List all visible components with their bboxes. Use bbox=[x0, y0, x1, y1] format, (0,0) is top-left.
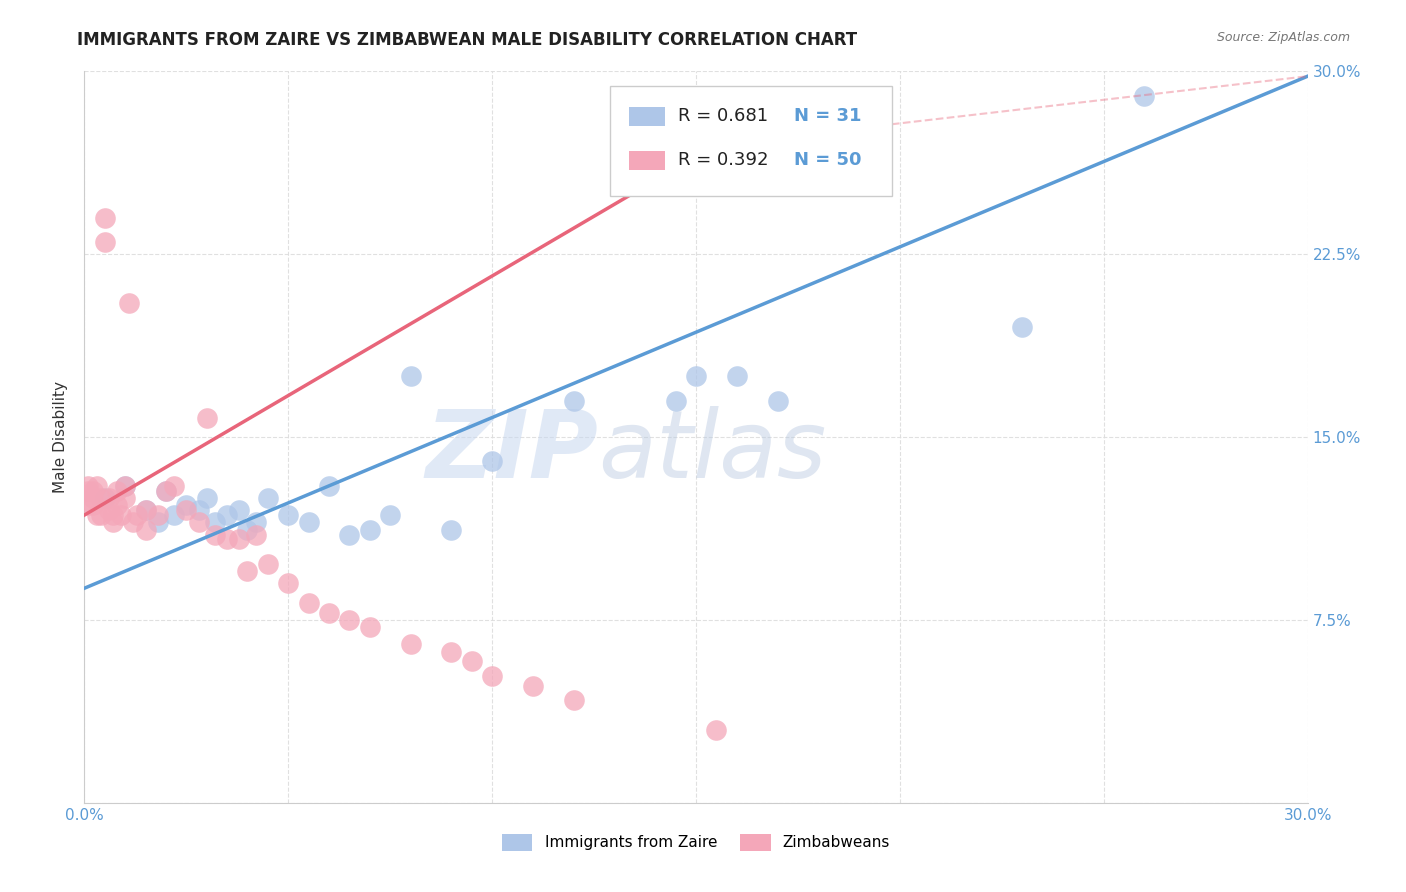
Point bbox=[298, 516, 321, 530]
Point bbox=[562, 393, 585, 408]
Point bbox=[97, 491, 120, 505]
Point bbox=[217, 508, 239, 522]
Point bbox=[135, 503, 157, 517]
FancyBboxPatch shape bbox=[610, 86, 891, 195]
Point bbox=[195, 410, 218, 425]
Point bbox=[277, 576, 299, 591]
Point bbox=[440, 645, 463, 659]
Point bbox=[135, 503, 157, 517]
Point bbox=[236, 523, 259, 537]
Point bbox=[318, 479, 340, 493]
Point bbox=[77, 479, 100, 493]
Point bbox=[236, 564, 259, 578]
Point bbox=[522, 679, 544, 693]
Point bbox=[77, 499, 100, 513]
Text: IMMIGRANTS FROM ZAIRE VS ZIMBABWEAN MALE DISABILITY CORRELATION CHART: IMMIGRANTS FROM ZAIRE VS ZIMBABWEAN MALE… bbox=[77, 31, 858, 49]
FancyBboxPatch shape bbox=[628, 151, 665, 170]
Point bbox=[228, 503, 250, 517]
Point bbox=[114, 491, 136, 505]
Point bbox=[204, 516, 226, 530]
Point bbox=[90, 508, 112, 522]
Point bbox=[228, 533, 250, 547]
Point bbox=[380, 508, 402, 522]
Point bbox=[399, 637, 422, 651]
Point bbox=[97, 503, 120, 517]
Point bbox=[90, 491, 112, 505]
Point bbox=[562, 693, 585, 707]
Point bbox=[105, 499, 128, 513]
Point bbox=[257, 491, 280, 505]
Point bbox=[217, 533, 239, 547]
Point bbox=[257, 557, 280, 571]
Point bbox=[93, 491, 115, 505]
Text: atlas: atlas bbox=[598, 406, 827, 497]
Point bbox=[339, 527, 361, 541]
Point bbox=[399, 369, 422, 384]
Point bbox=[127, 508, 149, 522]
Point bbox=[766, 393, 789, 408]
Point bbox=[118, 296, 141, 310]
Point bbox=[93, 235, 115, 249]
Point bbox=[706, 723, 728, 737]
Point bbox=[1011, 320, 1033, 334]
Point bbox=[93, 211, 115, 225]
Point bbox=[82, 499, 104, 513]
Point bbox=[110, 508, 132, 522]
Text: R = 0.681: R = 0.681 bbox=[678, 107, 768, 125]
Point bbox=[1133, 88, 1156, 103]
Point bbox=[461, 654, 484, 668]
Point bbox=[155, 483, 177, 498]
Text: ZIP: ZIP bbox=[425, 406, 598, 498]
Point bbox=[77, 483, 100, 498]
Point bbox=[101, 508, 124, 522]
Point bbox=[725, 369, 748, 384]
Point bbox=[245, 516, 267, 530]
Point bbox=[277, 508, 299, 522]
Point bbox=[298, 596, 321, 610]
Point bbox=[163, 479, 186, 493]
Point bbox=[665, 393, 688, 408]
Point bbox=[105, 483, 128, 498]
Text: Source: ZipAtlas.com: Source: ZipAtlas.com bbox=[1216, 31, 1350, 45]
Point bbox=[163, 508, 186, 522]
FancyBboxPatch shape bbox=[628, 107, 665, 127]
Point bbox=[440, 523, 463, 537]
Point bbox=[135, 523, 157, 537]
Text: R = 0.392: R = 0.392 bbox=[678, 151, 768, 169]
Point bbox=[204, 527, 226, 541]
Point bbox=[114, 479, 136, 493]
Point bbox=[146, 516, 169, 530]
Point bbox=[82, 483, 104, 498]
Point bbox=[481, 669, 503, 683]
Point bbox=[481, 454, 503, 468]
Point bbox=[101, 516, 124, 530]
Point bbox=[187, 516, 209, 530]
Point bbox=[359, 620, 381, 634]
Point bbox=[359, 523, 381, 537]
Point bbox=[174, 503, 197, 517]
Point bbox=[86, 508, 108, 522]
Point bbox=[245, 527, 267, 541]
Text: N = 31: N = 31 bbox=[794, 107, 862, 125]
Point bbox=[122, 516, 145, 530]
Point bbox=[187, 503, 209, 517]
Point bbox=[155, 483, 177, 498]
Point bbox=[174, 499, 197, 513]
Text: N = 50: N = 50 bbox=[794, 151, 862, 169]
Point bbox=[86, 479, 108, 493]
Point bbox=[339, 613, 361, 627]
Point bbox=[82, 491, 104, 505]
Point bbox=[318, 606, 340, 620]
Legend: Immigrants from Zaire, Zimbabweans: Immigrants from Zaire, Zimbabweans bbox=[496, 828, 896, 857]
Point bbox=[114, 479, 136, 493]
Point bbox=[195, 491, 218, 505]
Point bbox=[146, 508, 169, 522]
Y-axis label: Male Disability: Male Disability bbox=[53, 381, 69, 493]
Point bbox=[685, 369, 707, 384]
